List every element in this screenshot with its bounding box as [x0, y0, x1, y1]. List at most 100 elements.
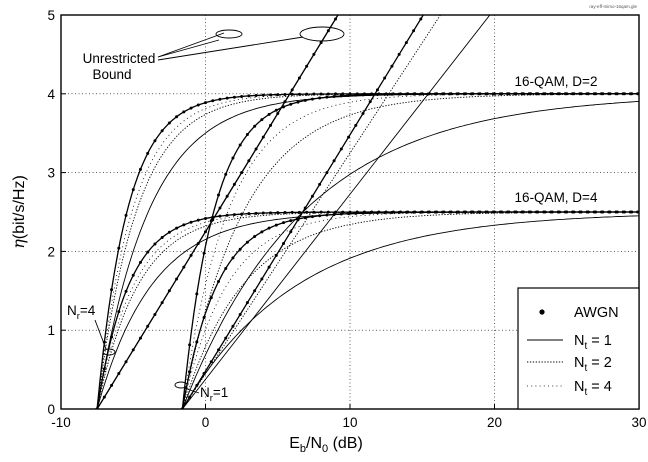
awgn-marker — [433, 92, 437, 96]
awgn-marker — [383, 92, 387, 96]
awgn-bound-marker — [231, 324, 235, 328]
legend-nt1-label: Nt = 1 — [574, 333, 612, 352]
awgn-marker — [167, 121, 171, 125]
awgn-bound-marker — [419, 17, 423, 21]
awgn-bound-marker — [347, 135, 351, 139]
awgn-marker — [209, 219, 213, 223]
awgn-bound-marker — [110, 383, 114, 387]
awgn-bound-marker — [383, 76, 387, 80]
awgn-marker — [138, 167, 142, 171]
awgn-bound-marker — [276, 112, 280, 115]
awgn-marker — [318, 214, 322, 218]
awgn-bound-marker — [339, 147, 343, 151]
curve-layer — [95, 15, 639, 409]
awgn-bound-marker — [146, 324, 150, 328]
awgn-bound-marker — [217, 348, 221, 352]
awgn-bound-marker — [247, 159, 251, 163]
awgn-marker — [636, 210, 639, 214]
awgn-bound-marker — [283, 100, 287, 104]
annotation-nr4: Nr=4 — [67, 303, 96, 322]
nr1-leader — [183, 387, 200, 394]
awgn-marker — [404, 92, 408, 96]
awgn-marker — [231, 256, 235, 260]
awgn-marker — [542, 210, 546, 214]
awgn-marker — [131, 273, 135, 277]
nr1-ellipse — [174, 381, 188, 389]
awgn-bound-marker — [303, 206, 307, 210]
awgn-marker — [347, 93, 351, 97]
awgn-marker — [245, 133, 249, 137]
awgn-marker — [310, 215, 314, 219]
awgn-marker — [326, 210, 330, 214]
awgn-marker — [238, 247, 242, 251]
awgn-bound-marker — [102, 395, 106, 399]
awgn-marker — [124, 213, 128, 217]
curve-nr4-nt4-d2 — [96, 93, 638, 409]
awgn-bound-marker — [375, 88, 379, 92]
awgn-marker — [153, 242, 157, 246]
awgn-bound-marker — [274, 253, 278, 257]
x-tick-label: 10 — [342, 415, 357, 430]
awgn-bound-marker — [296, 218, 300, 222]
awgn-marker — [305, 92, 309, 96]
awgn-marker — [238, 143, 242, 147]
awgn-marker — [211, 99, 215, 103]
awgn-marker — [267, 226, 271, 230]
awgn-marker — [231, 156, 235, 160]
awgn-bound-marker — [124, 360, 128, 364]
awgn-bound-marker — [224, 336, 228, 340]
awgn-marker — [375, 211, 379, 215]
awgn-marker — [469, 92, 473, 96]
awgn-marker — [232, 95, 236, 99]
awgn-marker — [332, 94, 336, 98]
awgn-marker — [325, 213, 329, 217]
awgn-bound-marker — [202, 372, 206, 376]
awgn-bound-marker — [326, 29, 330, 33]
awgn-bound-marker — [261, 135, 265, 139]
curve-nr1-awgn-d4 — [181, 211, 639, 409]
awgn-marker — [245, 240, 249, 244]
curve-nr1-nt4-d2 — [182, 93, 639, 409]
awgn-bound-marker — [318, 182, 322, 186]
awgn-bound-marker — [232, 182, 236, 186]
leader-unrestricted-2 — [157, 39, 220, 58]
leader-unrestricted-1 — [157, 32, 225, 58]
awgn-bound-marker — [334, 17, 338, 21]
awgn-marker — [297, 92, 301, 96]
awgn-marker — [153, 139, 157, 143]
awgn-marker — [160, 129, 164, 133]
awgn-marker — [549, 210, 553, 214]
awgn-marker — [578, 210, 582, 214]
curve-nr1-nt2-d2 — [181, 93, 639, 409]
awgn-marker — [124, 289, 128, 293]
awgn-marker — [375, 92, 379, 96]
awgn-marker — [261, 211, 265, 215]
awgn-bound-marker — [209, 360, 213, 364]
awgn-bound-marker — [196, 242, 200, 246]
awgn-marker — [274, 223, 278, 227]
awgn-bound-marker — [238, 312, 242, 316]
bound-line-nr1-nt2 — [182, 15, 441, 409]
awgn-marker — [628, 92, 632, 96]
awgn-marker — [390, 210, 394, 214]
awgn-marker — [397, 92, 401, 96]
awgn-bound-marker — [289, 230, 293, 234]
legend-nt4-label: Nt = 4 — [574, 379, 612, 398]
awgn-bound-marker — [131, 348, 135, 352]
awgn-marker — [368, 93, 372, 97]
awgn-marker — [195, 292, 199, 296]
annotation-nr1: Nr=1 — [200, 385, 228, 404]
awgn-marker — [160, 235, 164, 239]
awgn-bound-marker — [325, 171, 329, 175]
watermark: ray-eff-mimo-16qam.gle — [589, 4, 637, 9]
bound-line-nr1-nt1 — [182, 15, 491, 409]
awgn-marker — [354, 211, 358, 215]
awgn-marker — [303, 216, 307, 220]
awgn-bound-marker — [412, 29, 416, 33]
awgn-bound-marker — [368, 100, 372, 104]
awgn-marker — [592, 210, 596, 214]
awgn-bound-marker — [404, 41, 408, 45]
awgn-bound-marker — [305, 64, 309, 68]
x-tick-label: 30 — [631, 415, 646, 430]
